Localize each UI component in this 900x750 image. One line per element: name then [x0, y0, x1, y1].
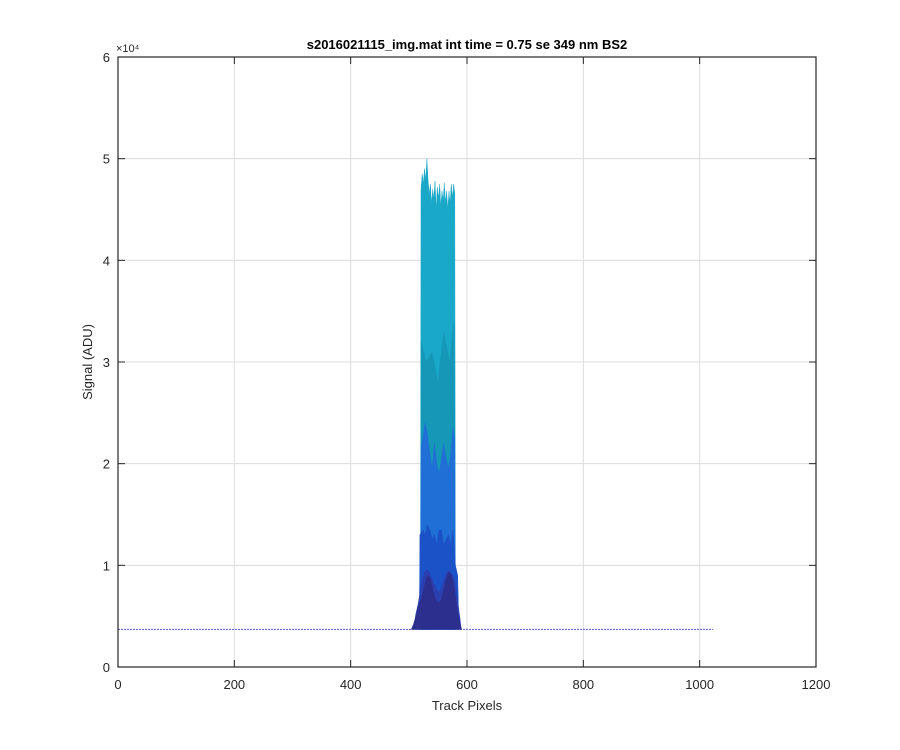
- x-tick-label: 0: [114, 677, 121, 692]
- x-axis-label: Track Pixels: [432, 698, 503, 713]
- signal-layer-6: [410, 572, 463, 630]
- x-tick-label: 200: [223, 677, 245, 692]
- x-tick-label: 600: [456, 677, 478, 692]
- y-exponent-label: ×10⁴: [116, 43, 140, 55]
- chart-title: s2016021115_img.mat int time = 0.75 se 3…: [307, 37, 628, 52]
- axes: [117, 56, 817, 668]
- y-tick-label: 4: [103, 253, 110, 268]
- y-tick-label: 5: [103, 152, 110, 167]
- y-tick-label: 1: [103, 558, 110, 573]
- x-tick-label: 1200: [802, 677, 831, 692]
- y-tick-label: 3: [103, 355, 110, 370]
- y-tick-label: 0: [103, 660, 110, 675]
- y-tick-label: 6: [103, 50, 110, 65]
- y-tick-label: 2: [103, 457, 110, 472]
- x-tick-label: 400: [340, 677, 362, 692]
- grid: [117, 56, 817, 668]
- plot-data: [118, 158, 714, 630]
- x-tick-label: 1000: [685, 677, 714, 692]
- y-axis-label: Signal (ADU): [80, 324, 95, 400]
- x-tick-label: 800: [572, 677, 594, 692]
- tick-labels: 0 200 400 600 800 1000 1200 0 1 2 3 4 5 6: [103, 50, 831, 692]
